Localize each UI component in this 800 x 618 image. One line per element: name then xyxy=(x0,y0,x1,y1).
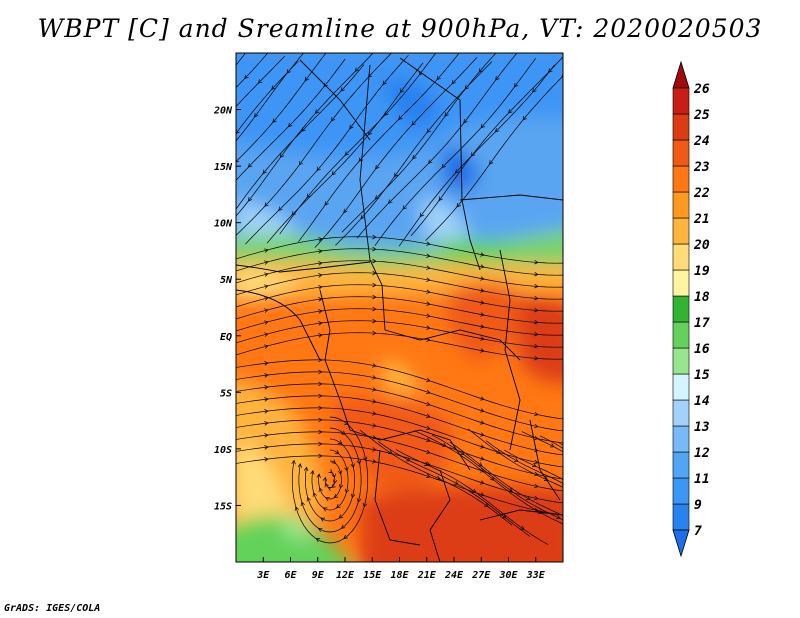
colorbar-segment xyxy=(672,373,690,401)
colorbar-segment xyxy=(672,139,690,167)
colorbar-level-label: 18 xyxy=(694,290,710,305)
colorbar-level-label: 15 xyxy=(694,368,710,383)
colorbar-level-label: 19 xyxy=(694,264,710,279)
country-borders xyxy=(236,57,563,562)
lon-tick-label: 6E xyxy=(284,570,297,581)
colorbar-segment xyxy=(672,399,690,427)
lon-tick-label: 9E xyxy=(312,570,325,581)
colorbar-segment xyxy=(672,87,690,115)
colorbar-segment xyxy=(672,191,690,219)
lon-tick-label: 27E xyxy=(471,570,491,581)
colorbar: 7 9 11 12 13 14 15 16 17 18 19 20 21 22 23 24 25 26 xyxy=(672,60,710,558)
lon-tick-label: 18E xyxy=(390,570,409,581)
colorbar-level-label: 12 xyxy=(694,446,710,461)
colorbar-segment xyxy=(672,503,690,531)
colorbar-level-label: 24 xyxy=(693,134,710,149)
colorbar-top-arrow xyxy=(672,60,690,89)
colorbar-segment xyxy=(672,269,690,297)
colorbar-level-label: 9 xyxy=(694,498,702,513)
lon-tick-label: 12E xyxy=(336,570,355,581)
colorbar-level-label: 7 xyxy=(694,524,702,539)
colorbar-level-label: 23 xyxy=(693,160,710,175)
colorbar-level-label: 20 xyxy=(693,238,710,253)
lon-tick-label: 15E xyxy=(363,570,382,581)
colorbar-segment xyxy=(672,321,690,349)
streamlines xyxy=(236,53,563,545)
lat-tick-label: 20N xyxy=(213,106,233,117)
colorbar-segment xyxy=(672,165,690,193)
lon-tick-label: 21E xyxy=(417,570,437,581)
colorbar-segment xyxy=(672,295,690,323)
lat-tick-label: 15S xyxy=(214,501,232,512)
colorbar-level-label: 14 xyxy=(694,394,710,409)
lat-tick-label: 10S xyxy=(214,445,232,456)
colorbar-segment xyxy=(672,243,690,271)
colorbar-segment xyxy=(672,451,690,479)
colorbar-segment xyxy=(672,217,690,245)
lat-tick-label: EQ xyxy=(220,332,232,343)
lat-tick-label: 5S xyxy=(220,388,232,399)
colorbar-level-label: 21 xyxy=(693,212,710,227)
colorbar-level-label: 26 xyxy=(693,82,710,97)
map-title: WBPT [C] and Sreamline at 900hPa, VT: 20… xyxy=(37,14,763,43)
colorbar-level-label: 22 xyxy=(693,186,710,201)
lat-tick-label: 10N xyxy=(214,219,233,230)
colorbar-level-label: 11 xyxy=(694,472,710,487)
colorbar-segment xyxy=(672,425,690,453)
colorbar-level-label: 25 xyxy=(693,108,710,123)
lon-tick-label: 3E xyxy=(256,570,270,581)
colorbar-level-label: 16 xyxy=(694,342,710,357)
lat-tick-label: 5N xyxy=(220,275,233,286)
colorbar-segment xyxy=(672,113,690,141)
colorbar-level-label: 17 xyxy=(694,316,710,331)
colorbar-level-label: 13 xyxy=(694,420,710,435)
colorbar-segment xyxy=(672,477,690,505)
colorbar-bottom-arrow xyxy=(672,529,690,558)
lon-tick-label: 30E xyxy=(498,570,518,581)
longitude-axis: 3E 6E 9E 12E 15E 18E 21E 24E 27E 30E 33E xyxy=(256,557,546,581)
lat-tick-label: 15N xyxy=(214,162,233,173)
latitude-axis: 20N 15N 10N 5N EQ 5S 10S 15S xyxy=(213,106,241,512)
lon-tick-label: 33E xyxy=(526,570,546,581)
colorbar-segment xyxy=(672,347,690,375)
lon-tick-label: 24E xyxy=(444,570,464,581)
grads-credit: GrADS: IGES/COLA xyxy=(4,603,101,614)
